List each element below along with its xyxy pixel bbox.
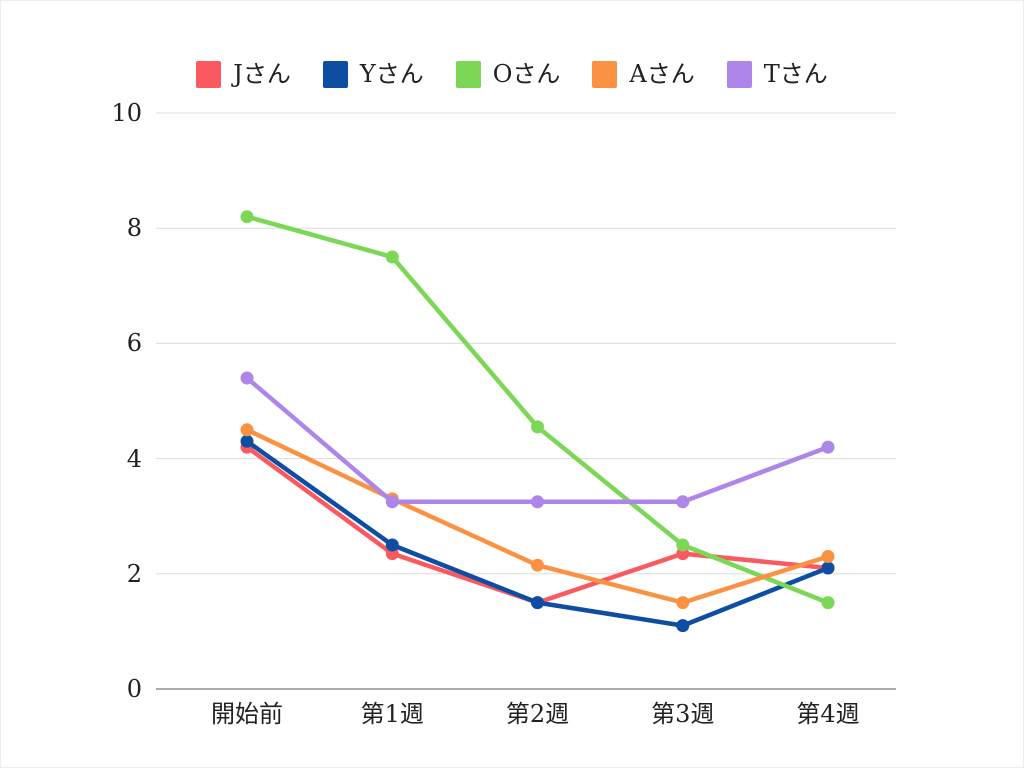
series-line-2: [244, 214, 831, 605]
data-point: [676, 596, 690, 610]
data-point: [240, 423, 254, 437]
data-point: [676, 538, 690, 552]
data-point: [531, 495, 544, 509]
legend-label-y: Yさん: [359, 60, 424, 88]
legend-label-o: Oさん: [492, 60, 561, 88]
y-axis-tick-label: 2: [126, 559, 142, 588]
data-point: [385, 495, 399, 509]
x-axis-label: 第3週: [651, 700, 715, 728]
legend-item-y: Yさん: [322, 60, 424, 88]
legend-item-j: Jさん: [196, 60, 291, 88]
data-point: [385, 538, 399, 552]
y-axis-tick-label: 10: [111, 99, 142, 127]
y-axis-tick-label: 6: [126, 329, 142, 358]
legend-swatch-t: [726, 60, 752, 88]
legend-swatch-a: [592, 60, 618, 88]
data-point: [531, 558, 544, 572]
data-point: [676, 619, 690, 633]
legend-swatch-y: [322, 60, 348, 88]
y-axis-tick-label: 0: [126, 675, 142, 703]
legend-swatch-j: [196, 60, 222, 88]
legend-label-j: Jさん: [233, 60, 291, 88]
y-axis-tick-label: 4: [126, 444, 142, 473]
data-point: [821, 596, 835, 610]
x-axis-label: 第2週: [505, 700, 570, 728]
data-point: [385, 250, 399, 264]
legend-swatch-o: [455, 60, 481, 88]
data-point: [821, 550, 835, 563]
series-line-3: [244, 427, 831, 605]
data-point: [676, 495, 690, 509]
x-axis-label: 第4週: [796, 700, 860, 728]
legend-label-a: Aさん: [629, 60, 695, 88]
data-point: [240, 371, 254, 385]
x-axis-label: 開始前: [211, 700, 283, 728]
legend-item-o: Oさん: [455, 60, 561, 88]
data-point: [821, 440, 835, 454]
chart-legend: Jさん Yさん Oさん Aさん Tさん: [1, 60, 1023, 88]
legend-item-a: Aさん: [592, 60, 695, 88]
y-axis-tick-label: 8: [126, 214, 142, 243]
series-line-4: [244, 375, 831, 505]
data-point: [531, 420, 544, 434]
x-axis-label: 第1週: [360, 700, 424, 728]
legend-item-t: Tさん: [726, 60, 828, 88]
data-point: [531, 596, 544, 610]
data-point: [240, 210, 254, 224]
legend-label-t: Tさん: [763, 60, 828, 88]
data-point: [821, 561, 835, 575]
data-point: [240, 434, 254, 448]
